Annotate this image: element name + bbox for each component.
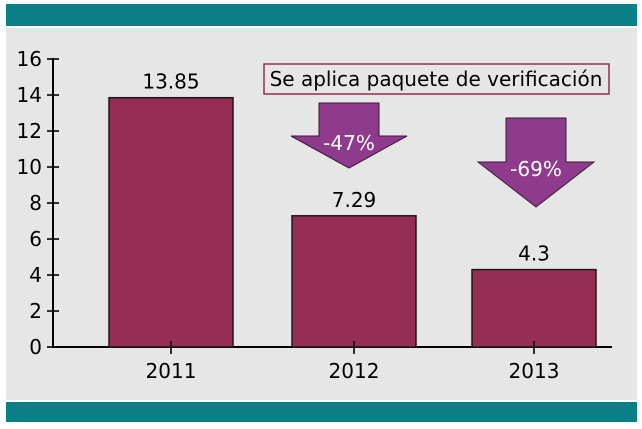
bar xyxy=(471,268,597,348)
y-tick-label: 14 xyxy=(17,83,42,107)
y-tick-label: 16 xyxy=(17,47,42,71)
x-tick-label: 2013 xyxy=(509,359,560,383)
y-tick-label: 0 xyxy=(29,335,42,359)
annotation-box: Se aplica paquete de verificación xyxy=(263,63,610,95)
y-tick-label: 6 xyxy=(29,227,42,251)
annotation-text: Se aplica paquete de verificación xyxy=(270,67,603,91)
bar-value-label: 7.29 xyxy=(332,188,377,212)
bar-value-label: 4.3 xyxy=(518,242,550,266)
x-tick-label: 2012 xyxy=(329,359,380,383)
y-tick-label: 8 xyxy=(29,191,42,215)
bottom-teal-band xyxy=(6,402,637,422)
y-tick-label: 12 xyxy=(17,119,42,143)
decrease-arrow xyxy=(476,117,596,208)
decrease-arrow-label: -47% xyxy=(323,131,375,155)
y-tick-label: 10 xyxy=(17,155,42,179)
bar-value-label: 13.85 xyxy=(142,70,199,94)
y-tick-label: 2 xyxy=(29,299,42,323)
bar xyxy=(108,96,234,348)
decrease-arrow xyxy=(290,102,408,169)
annotation-box-border xyxy=(263,63,610,95)
top-teal-band xyxy=(6,4,637,26)
y-tick-label: 4 xyxy=(29,263,42,287)
bar xyxy=(291,215,417,348)
x-tick-label: 2011 xyxy=(146,359,197,383)
decrease-arrow-label: -69% xyxy=(510,157,562,181)
